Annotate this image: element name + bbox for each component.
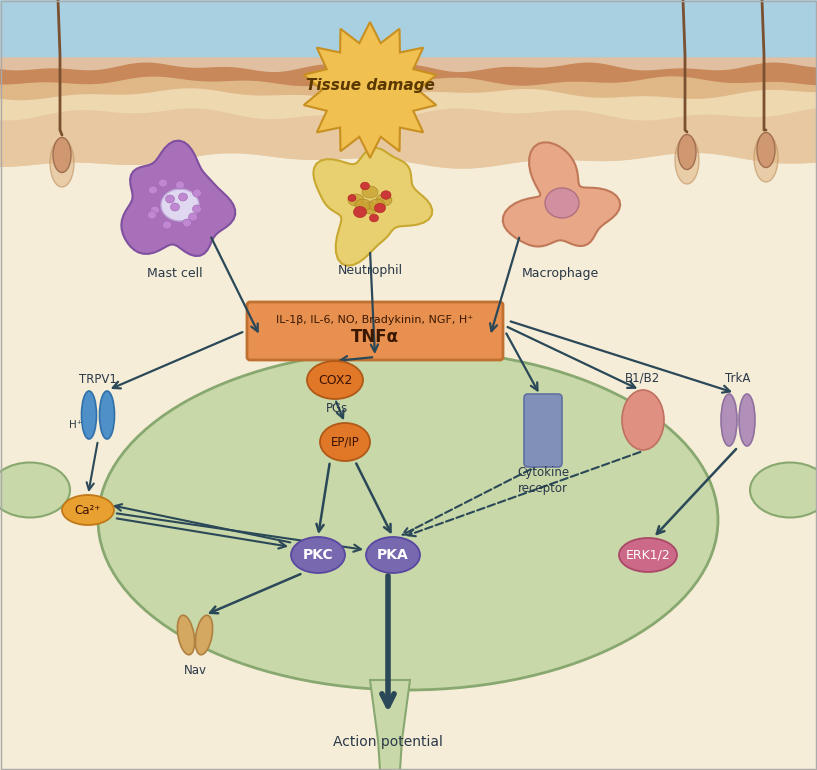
Ellipse shape [750, 463, 817, 517]
Ellipse shape [161, 189, 199, 221]
Ellipse shape [195, 615, 212, 654]
Ellipse shape [675, 136, 699, 184]
Text: Tissue damage: Tissue damage [306, 78, 435, 92]
Ellipse shape [291, 537, 345, 573]
Ellipse shape [374, 203, 386, 213]
Text: H⁺: H⁺ [69, 420, 83, 430]
Polygon shape [313, 148, 432, 266]
Ellipse shape [178, 193, 187, 201]
Bar [0, 0, 817, 58]
Ellipse shape [366, 537, 420, 573]
Ellipse shape [545, 188, 579, 218]
Ellipse shape [320, 423, 370, 461]
Ellipse shape [158, 179, 167, 187]
Polygon shape [0, 89, 817, 122]
Polygon shape [0, 77, 817, 101]
Text: COX2: COX2 [318, 373, 352, 387]
Ellipse shape [176, 181, 185, 189]
Ellipse shape [360, 182, 369, 190]
Polygon shape [0, 109, 817, 168]
Ellipse shape [354, 206, 367, 218]
Text: EP/IP: EP/IP [331, 436, 359, 448]
Ellipse shape [348, 194, 364, 206]
Text: TNFα: TNFα [351, 328, 399, 346]
Text: Ca²⁺: Ca²⁺ [75, 504, 101, 517]
Text: PKC: PKC [302, 548, 333, 562]
Text: PGs: PGs [326, 401, 348, 414]
Ellipse shape [369, 199, 385, 211]
Ellipse shape [177, 615, 194, 654]
Ellipse shape [381, 191, 391, 199]
Ellipse shape [149, 186, 158, 194]
Ellipse shape [355, 199, 371, 211]
Text: IL-1β, IL-6, NO, Bradykinin, NGF, H⁺: IL-1β, IL-6, NO, Bradykinin, NGF, H⁺ [276, 315, 474, 325]
Polygon shape [0, 63, 817, 87]
Ellipse shape [50, 139, 74, 187]
Ellipse shape [189, 213, 198, 221]
Polygon shape [122, 141, 235, 256]
Text: PKA: PKA [377, 548, 408, 562]
Ellipse shape [193, 189, 202, 197]
Ellipse shape [348, 195, 356, 202]
Text: Cytokine
receptor: Cytokine receptor [517, 466, 569, 494]
Ellipse shape [53, 138, 71, 172]
Ellipse shape [362, 186, 378, 198]
FancyBboxPatch shape [247, 302, 503, 360]
Ellipse shape [0, 463, 70, 517]
FancyBboxPatch shape [524, 394, 562, 467]
Ellipse shape [182, 219, 191, 227]
Ellipse shape [150, 206, 159, 214]
Text: Macrophage: Macrophage [521, 266, 599, 280]
Ellipse shape [148, 211, 157, 219]
Ellipse shape [193, 205, 202, 213]
Text: B1/B2: B1/B2 [625, 371, 661, 384]
Bar [0, 115, 817, 770]
Ellipse shape [739, 394, 755, 446]
Ellipse shape [82, 391, 96, 439]
Text: TRPV1: TRPV1 [79, 373, 117, 386]
Ellipse shape [166, 195, 175, 203]
Ellipse shape [721, 394, 737, 446]
Ellipse shape [619, 538, 677, 572]
Polygon shape [304, 22, 436, 158]
Ellipse shape [376, 194, 392, 206]
Polygon shape [0, 109, 817, 168]
Ellipse shape [307, 361, 363, 399]
Text: Neutrophil: Neutrophil [337, 263, 403, 276]
Ellipse shape [171, 203, 180, 211]
Ellipse shape [622, 390, 664, 450]
Polygon shape [502, 142, 620, 246]
Polygon shape [370, 680, 410, 770]
Polygon shape [0, 58, 817, 73]
Text: Action potential: Action potential [333, 735, 443, 749]
Text: ERK1/2: ERK1/2 [626, 548, 671, 561]
Ellipse shape [62, 495, 114, 525]
Ellipse shape [754, 134, 778, 182]
Text: Mast cell: Mast cell [147, 266, 203, 280]
Ellipse shape [362, 202, 378, 214]
Text: TrkA: TrkA [725, 371, 751, 384]
Text: Nav: Nav [184, 664, 207, 677]
Ellipse shape [163, 221, 172, 229]
Ellipse shape [678, 135, 696, 169]
Ellipse shape [757, 132, 775, 168]
Ellipse shape [369, 214, 378, 222]
Ellipse shape [100, 391, 114, 439]
Ellipse shape [98, 350, 718, 690]
